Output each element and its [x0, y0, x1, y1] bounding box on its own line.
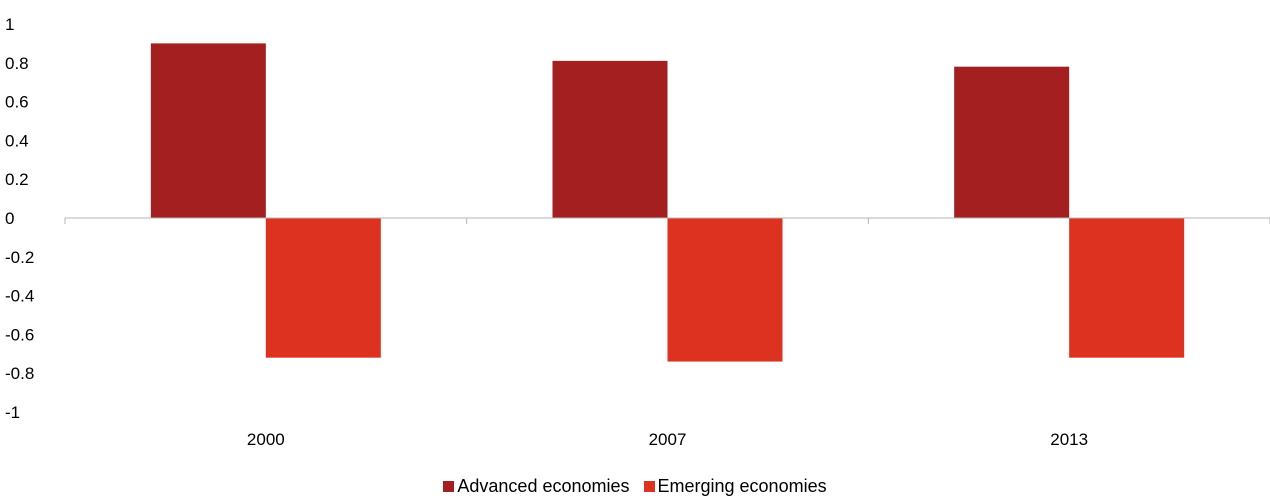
- bar-advanced-2013: [954, 66, 1070, 219]
- y-tick-label: 0.8: [5, 54, 29, 73]
- y-tick-label: -0.6: [5, 325, 34, 344]
- legend-item-advanced: Advanced economies: [443, 476, 630, 497]
- y-tick-label: 0.2: [5, 170, 29, 189]
- legend-label-advanced: Advanced economies: [457, 476, 630, 496]
- bar-advanced-2000: [150, 43, 266, 219]
- y-tick-label: 0.6: [5, 93, 29, 112]
- bars: [150, 43, 1185, 362]
- y-tick-label: 1: [5, 15, 14, 34]
- x-tick-label: 2007: [649, 430, 687, 449]
- y-tick-label: -0.8: [5, 364, 34, 383]
- legend-label-emerging: Emerging economies: [657, 476, 827, 496]
- x-axis-ticks: 2000 2007 2013: [64, 218, 1270, 449]
- bar-emerging-2013: [1069, 218, 1185, 358]
- bar-chart: 10.80.60.40.20-0.2-0.4-0.6-0.8-1 2000 200…: [5, 15, 1270, 449]
- x-tick-label: 2013: [1050, 430, 1088, 449]
- y-tick-label: -1: [5, 403, 20, 422]
- legend-swatch-advanced: [443, 481, 455, 492]
- y-tick-label: -0.2: [5, 248, 34, 267]
- legend-item-emerging: Emerging economies: [643, 476, 827, 497]
- y-tick-label: -0.4: [5, 287, 34, 306]
- bar-emerging-2000: [265, 218, 381, 358]
- legend: Advanced economies Emerging economies: [0, 476, 1270, 497]
- bar-advanced-2007: [552, 60, 668, 218]
- bar-emerging-2007: [667, 218, 783, 362]
- y-axis-ticks: 1 0.8 0.6 0.4 0.2 0 -0.2 -0.4 -0.6 -0.8 -1: [5, 15, 34, 422]
- legend-swatch-emerging: [643, 481, 655, 492]
- y-tick-label: 0.4: [5, 131, 29, 150]
- y-tick-label: 0: [5, 209, 14, 228]
- x-tick-label: 2000: [247, 430, 285, 449]
